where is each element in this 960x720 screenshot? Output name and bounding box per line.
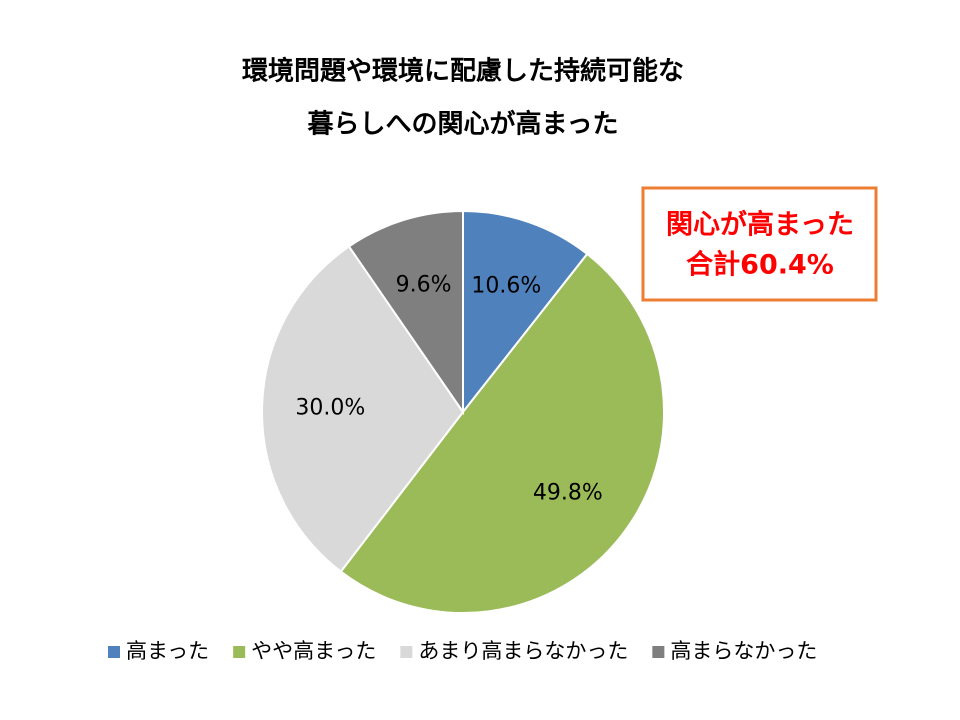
annotation: 合計60.4% — [686, 249, 834, 281]
data-label: 10.6% — [471, 274, 541, 299]
legend-swatch — [233, 646, 246, 658]
annotation: 関心が高まった — [666, 209, 854, 241]
pie-slice — [462, 209, 589, 415]
legend-label: あまり高まらなかった — [418, 639, 628, 663]
pie-slice — [261, 245, 465, 573]
legend-swatch — [652, 646, 665, 658]
data-label: 9.6% — [396, 272, 452, 297]
chart-title: 暮らしへの関心が高まった — [308, 109, 619, 140]
legend-swatch — [108, 646, 120, 658]
legend-swatch — [400, 646, 413, 658]
legend-label: 高まった — [126, 639, 209, 663]
data-label: 30.0% — [295, 396, 365, 421]
legend-label: 高まらなかった — [670, 639, 817, 663]
legend-label: やや高まった — [251, 639, 376, 663]
annotation-box — [641, 186, 878, 302]
pie-slice — [339, 252, 665, 614]
pie-slice — [347, 209, 464, 416]
data-label: 49.8% — [533, 480, 603, 505]
chart-title: 環境問題や環境に配慮した持続可能な — [242, 56, 684, 87]
